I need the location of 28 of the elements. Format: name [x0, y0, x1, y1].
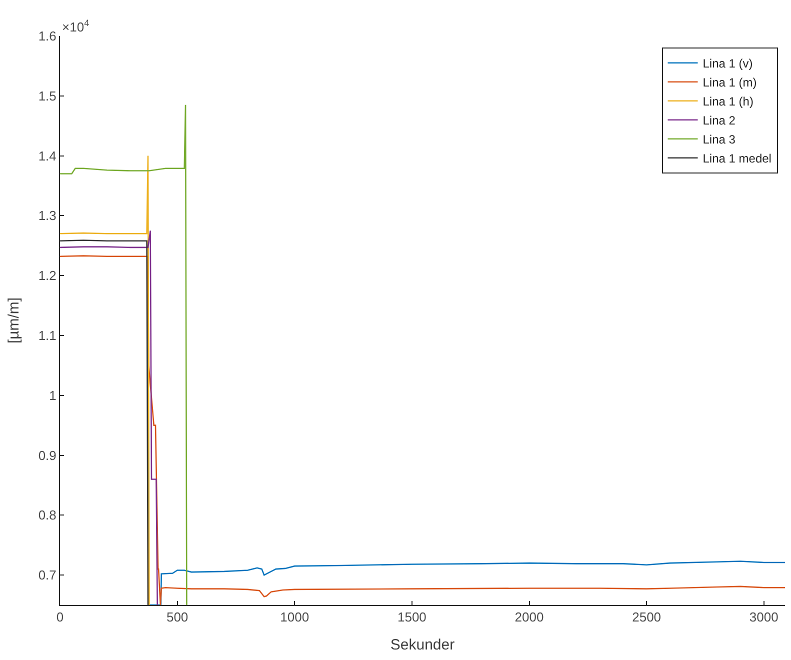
y-tick-label: 1.3	[38, 208, 56, 224]
legend-label: Lina 2	[702, 114, 736, 128]
y-tick-label: 1.6	[38, 28, 56, 44]
legend-label: Lina 3	[702, 132, 736, 147]
line-series	[60, 104, 188, 605]
legend-label: Lina 1 (v)	[702, 56, 753, 71]
y-axis-title: [µm/m]	[6, 297, 23, 344]
y-tick-label: 1	[49, 388, 56, 403]
y-tick-label: 1.2	[38, 268, 56, 284]
line-series	[60, 155, 150, 605]
y-tick-label: 1.5	[38, 88, 56, 104]
legend-label: Lina 1 (m)	[702, 76, 757, 90]
y-tick-label: 1.1	[38, 328, 56, 344]
x-axis-title: Sekunder	[390, 636, 455, 654]
y-tick-label: 0.8	[38, 508, 56, 523]
x-tick-label: 1000	[280, 610, 310, 625]
x-tick-label: 500	[166, 610, 188, 625]
x-tick-label: 2000	[514, 610, 544, 625]
x-tick-label: 1500	[397, 610, 426, 625]
y-tick-label: 1.4	[38, 148, 56, 164]
legend-label: Lina 1 (h)	[702, 94, 754, 109]
x-tick-label: 3000	[749, 610, 778, 625]
text: ×10$^{4}$	[62, 18, 90, 34]
legend-label: Lina 1 medel	[702, 152, 772, 166]
x-tick-label: 0	[56, 610, 64, 625]
x-tick-label: 2500	[632, 610, 662, 625]
y-tick-label: 0.9	[38, 448, 56, 463]
y-tick-label: 0.7	[38, 568, 56, 583]
